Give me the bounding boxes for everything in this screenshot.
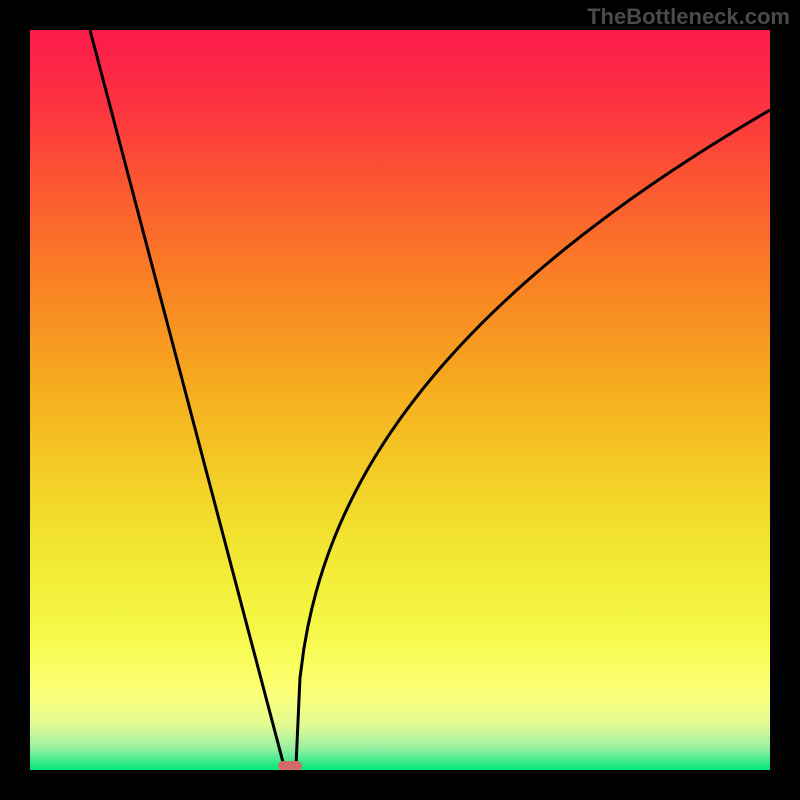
right-ascending-curve bbox=[296, 110, 770, 766]
minimum-marker bbox=[278, 761, 302, 770]
watermark-text: TheBottleneck.com bbox=[587, 4, 790, 30]
left-descending-curve bbox=[90, 30, 284, 766]
plot-area bbox=[30, 30, 770, 770]
curve-layer bbox=[30, 30, 770, 770]
